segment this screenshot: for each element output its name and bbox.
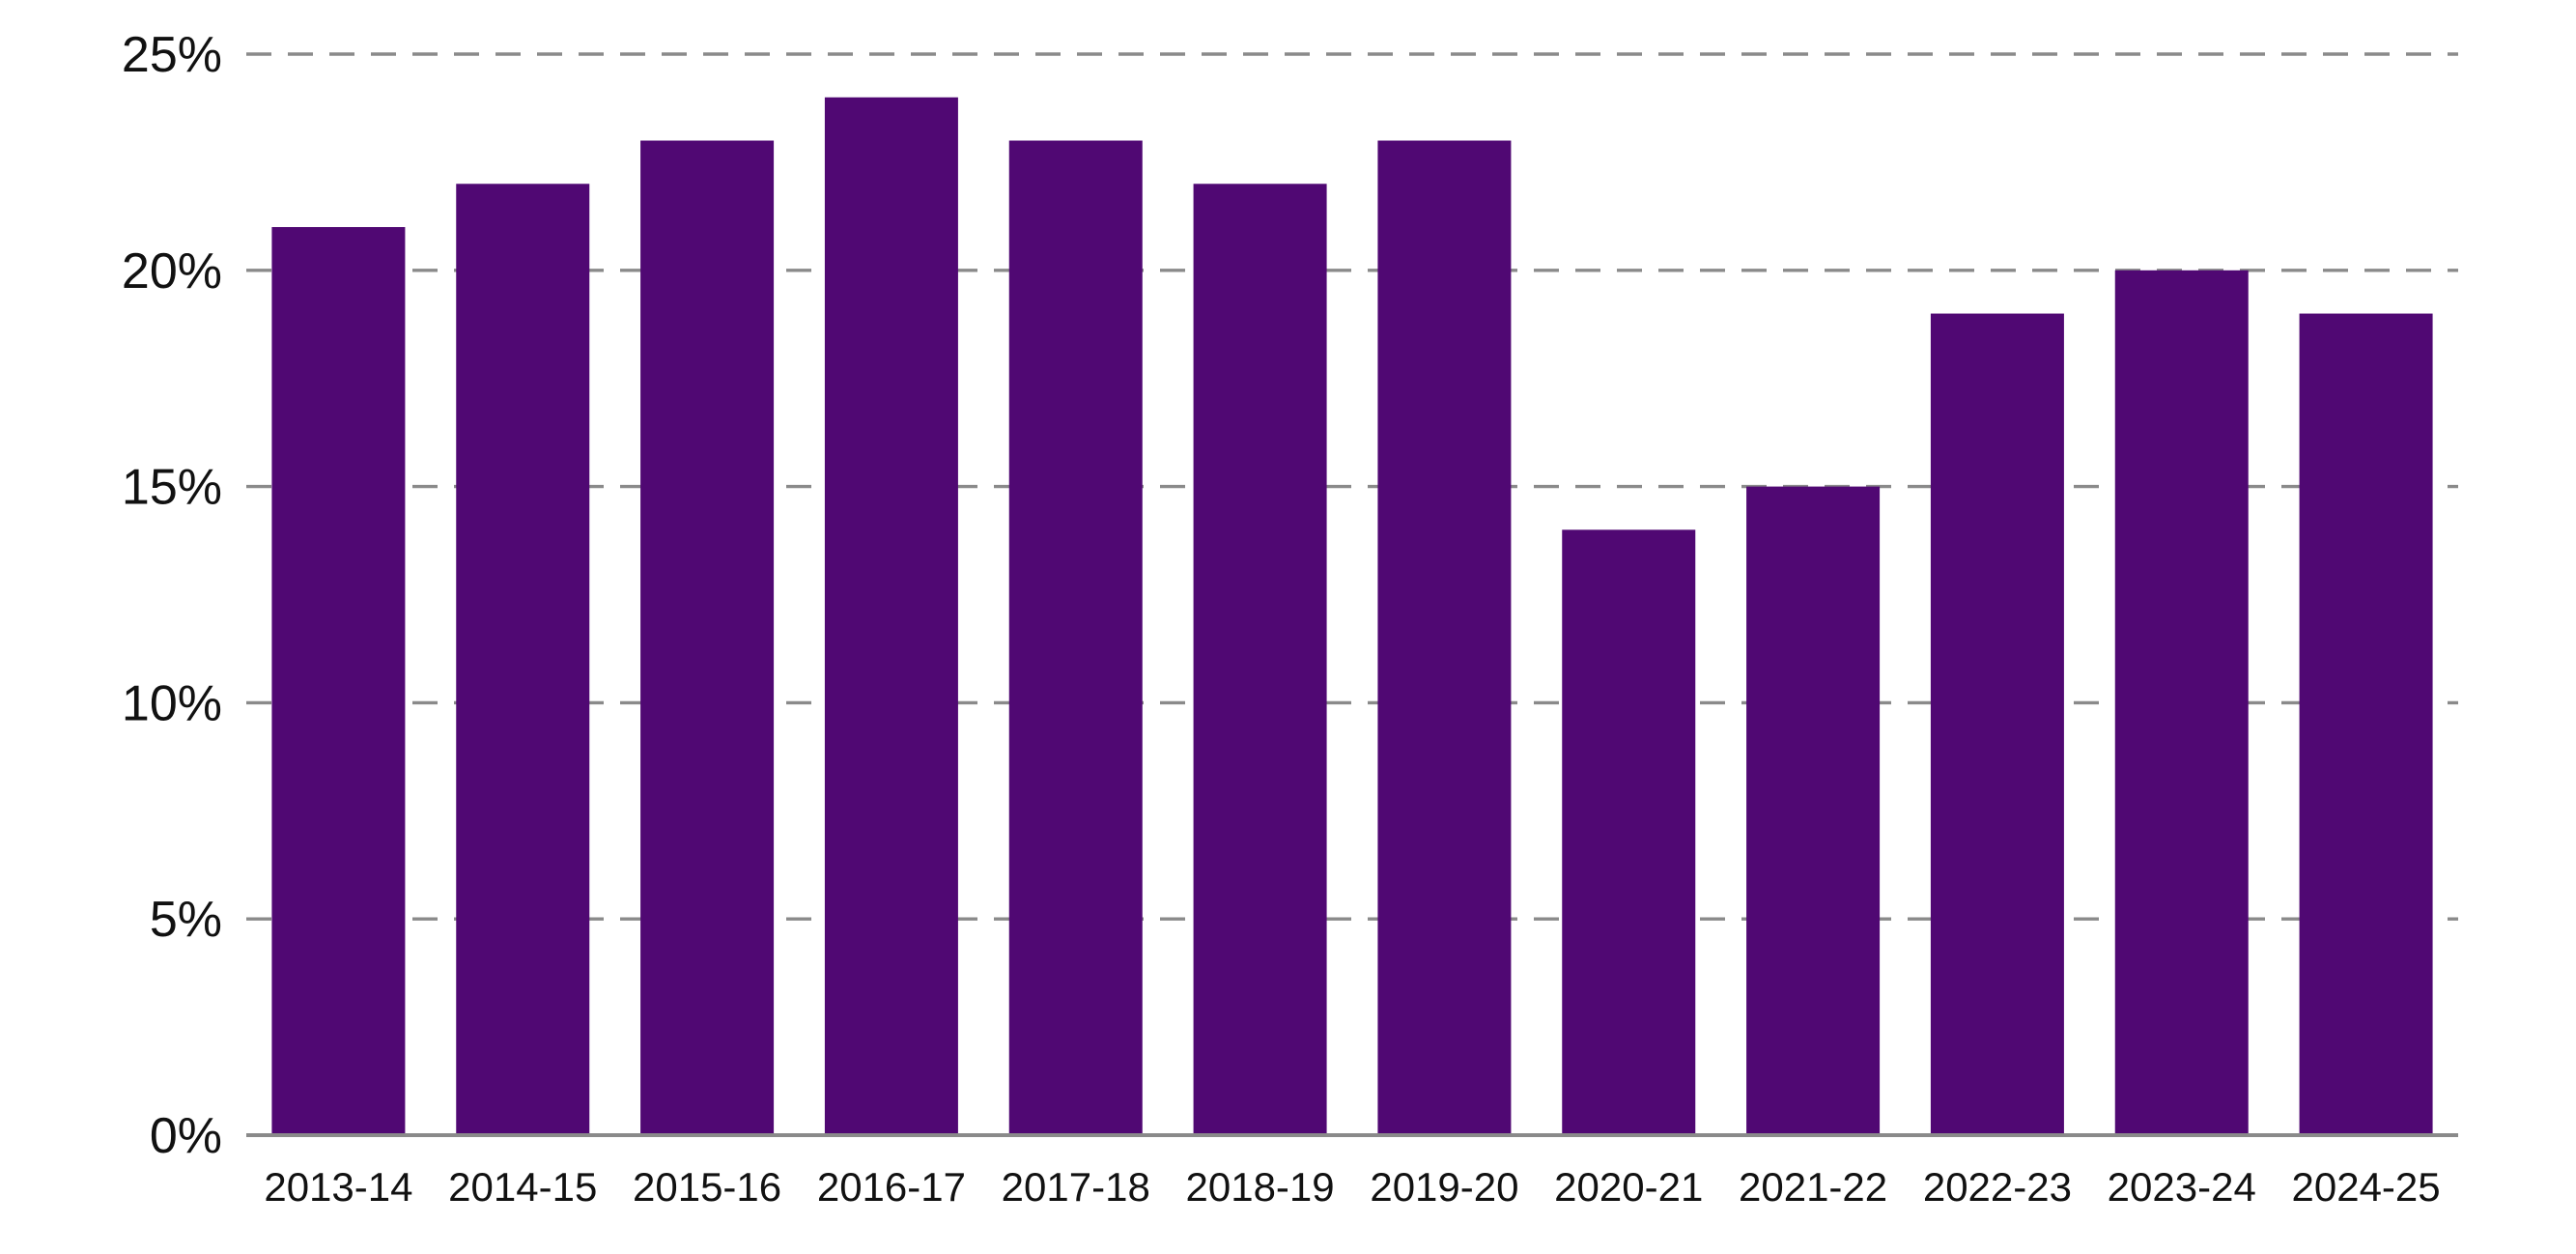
y-tick-label: 10% bbox=[122, 675, 222, 731]
x-tick-label: 2018-19 bbox=[1186, 1164, 1335, 1210]
bar-2014-15 bbox=[456, 184, 590, 1135]
bar-2021-22 bbox=[1746, 486, 1881, 1136]
bar-2019-20 bbox=[1377, 140, 1512, 1135]
y-tick-label: 0% bbox=[150, 1108, 222, 1164]
bar-2022-23 bbox=[1930, 313, 2064, 1135]
y-tick-label: 15% bbox=[122, 460, 222, 516]
bar-2013-14 bbox=[271, 227, 406, 1136]
x-tick-label: 2024-25 bbox=[2292, 1164, 2441, 1210]
y-tick-label: 5% bbox=[150, 892, 222, 948]
bar-2015-16 bbox=[640, 140, 775, 1135]
x-tick-label: 2014-15 bbox=[448, 1164, 597, 1210]
x-tick-label: 2020-21 bbox=[1554, 1164, 1703, 1210]
x-tick-label: 2022-23 bbox=[1923, 1164, 2072, 1210]
x-axis-tick-labels: 2013-14 2014-15 2015-16 2016-17 2017-18 2018-… bbox=[264, 1164, 2440, 1210]
bar-2018-19 bbox=[1193, 184, 1327, 1135]
x-tick-label: 2021-22 bbox=[1739, 1164, 1887, 1210]
bar-2023-24 bbox=[2114, 270, 2249, 1135]
x-tick-label: 2019-20 bbox=[1370, 1164, 1518, 1210]
x-tick-label: 2017-18 bbox=[1002, 1164, 1150, 1210]
bar-2024-25 bbox=[2299, 313, 2433, 1135]
bars bbox=[271, 97, 2433, 1136]
x-tick-label: 2023-24 bbox=[2108, 1164, 2256, 1210]
bar-2020-21 bbox=[1562, 529, 1696, 1135]
bar-2016-17 bbox=[824, 97, 958, 1135]
y-tick-label: 20% bbox=[122, 243, 222, 299]
y-tick-label: 25% bbox=[122, 27, 222, 83]
x-tick-label: 2016-17 bbox=[817, 1164, 966, 1210]
gridlines bbox=[246, 52, 2458, 921]
x-tick-label: 2015-16 bbox=[633, 1164, 781, 1210]
x-tick-label: 2013-14 bbox=[264, 1164, 412, 1210]
bar-2017-18 bbox=[1008, 140, 1143, 1135]
y-axis-tick-labels: 0% 5% 10% 15% 20% 25% bbox=[122, 27, 222, 1164]
